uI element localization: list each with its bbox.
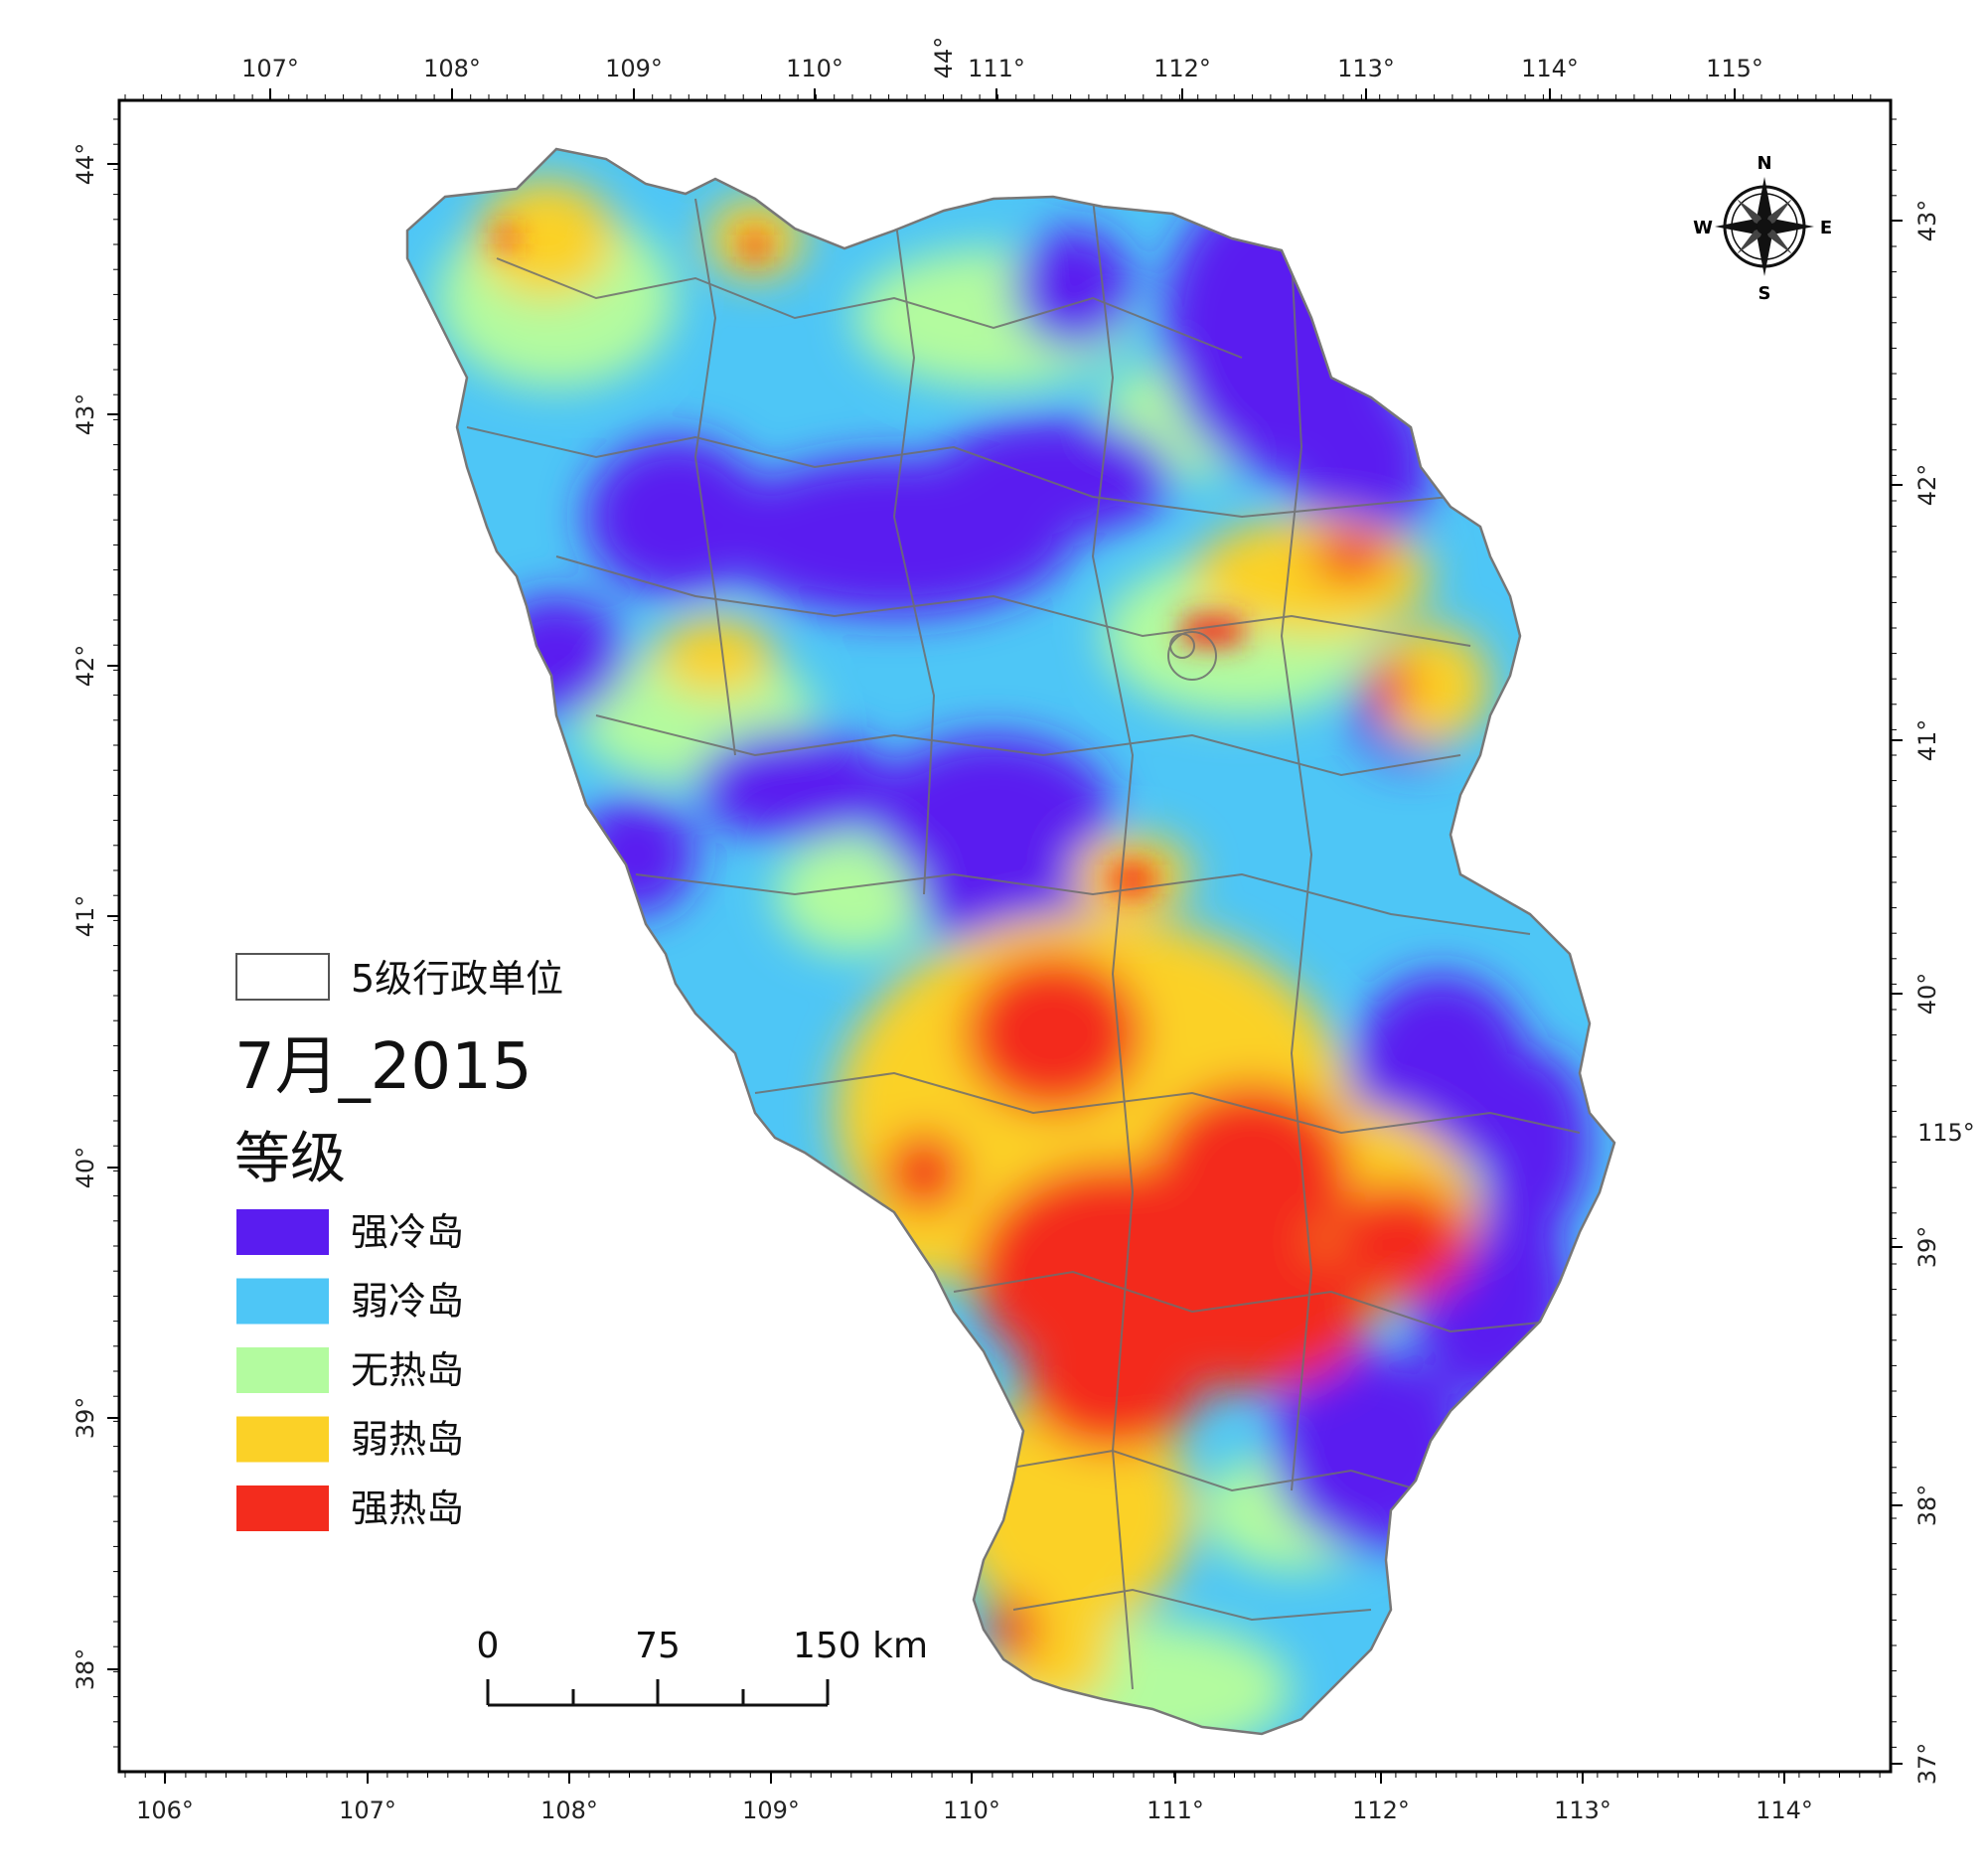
top-axis-label: 112° [1153, 55, 1211, 82]
right-axis-label: 37° [1913, 1743, 1941, 1786]
legend-class-label: 强热岛 [351, 1486, 464, 1530]
legend-class-label: 无热岛 [351, 1348, 464, 1392]
bottom-axis-label: 112° [1352, 1797, 1410, 1824]
legend-class-label: 弱冷岛 [351, 1280, 464, 1324]
top-axis-extra-label: 44° [930, 37, 958, 79]
right-axis-label: 38° [1913, 1485, 1941, 1527]
legend-swatch [236, 1485, 329, 1531]
left-axis-ticks: 44° 43° 42° 41° 40° 39° 38° [72, 118, 119, 1748]
legend-swatch [236, 1416, 329, 1463]
map-title: 7月_2015 [234, 1030, 533, 1104]
legend-swatch [236, 1278, 329, 1325]
left-axis-label: 44° [72, 143, 99, 186]
right-axis-label: 42° [1913, 464, 1941, 507]
bottom-axis-label: 113° [1554, 1797, 1611, 1824]
bottom-axis-label: 108° [540, 1797, 598, 1824]
left-axis-label: 41° [72, 895, 99, 938]
top-axis-label: 110° [786, 55, 843, 82]
right-axis-label: 41° [1913, 719, 1941, 762]
left-axis-label: 38° [72, 1648, 99, 1691]
legend-swatch [236, 1347, 329, 1393]
top-axis-label: 108° [423, 55, 481, 82]
top-axis-label: 109° [605, 55, 663, 82]
scale-label-150: 150 km [793, 1626, 928, 1666]
region-outline [405, 147, 1616, 1736]
north-arrow-compass-icon: N S E W [1693, 153, 1832, 304]
bottom-axis-label: 106° [136, 1797, 194, 1824]
top-axis-ticks: 107° 108° 109° 110° 111° 112° 113° 114° 115° [124, 55, 1872, 100]
legend-boundary-swatch [235, 953, 330, 1001]
right-axis-ticks: 43° 42° 41° 40° 39° 38° 37° [1891, 118, 1941, 1786]
left-axis-label: 39° [72, 1397, 99, 1440]
bottom-axis-label: 107° [339, 1797, 396, 1824]
left-axis-label: 42° [72, 645, 99, 688]
bottom-axis-label: 110° [943, 1797, 1000, 1824]
legend-boundary-label: 5级行政单位 [351, 957, 563, 1001]
top-axis-label: 113° [1337, 55, 1395, 82]
bottom-axis-ticks: 106° 107° 108° 109° 110° 111° 112° 113° 114° [124, 1772, 1881, 1824]
right-axis-extra-label: 115° [1917, 1119, 1975, 1147]
top-axis-label: 111° [968, 55, 1025, 82]
compass-west-label: W [1693, 218, 1713, 238]
scale-label-75: 75 [635, 1626, 681, 1666]
scale-bar: 0 75 150 km [477, 1626, 928, 1707]
compass-north-label: N [1757, 153, 1771, 174]
right-axis-label: 43° [1913, 200, 1941, 242]
legend-swatch [236, 1209, 329, 1255]
compass-east-label: E [1820, 218, 1832, 238]
legend-class-heading: 等级 [234, 1127, 346, 1191]
bottom-axis-label: 114° [1756, 1797, 1813, 1824]
scale-label-0: 0 [477, 1626, 500, 1666]
top-axis-label: 115° [1706, 55, 1763, 82]
right-axis-label: 39° [1913, 1226, 1941, 1269]
top-axis-label: 107° [241, 55, 299, 82]
legend-class-label: 强冷岛 [351, 1210, 464, 1254]
left-axis-label: 43° [72, 393, 99, 436]
legend-class-label: 弱热岛 [351, 1418, 464, 1462]
left-axis-label: 40° [72, 1147, 99, 1189]
bottom-axis-label: 109° [742, 1797, 800, 1824]
top-axis-label: 114° [1521, 55, 1579, 82]
compass-south-label: S [1758, 283, 1771, 304]
bottom-axis-label: 111° [1146, 1797, 1204, 1824]
right-axis-label: 40° [1913, 973, 1941, 1016]
